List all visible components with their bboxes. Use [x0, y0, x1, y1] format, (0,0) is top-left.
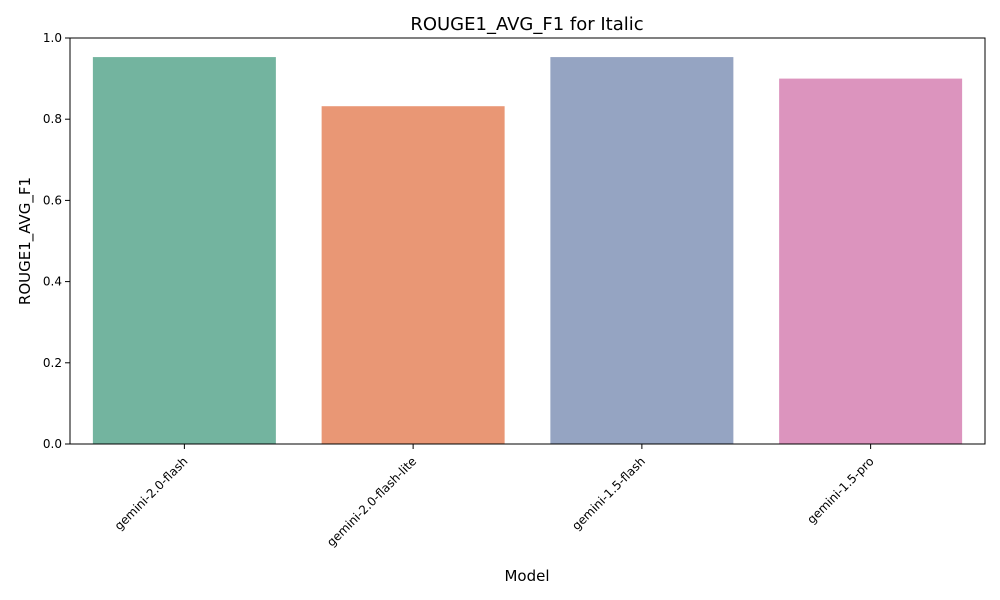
bar-gemini-1.5-pro — [779, 78, 963, 444]
y-tick-label: 1.0 — [43, 31, 62, 45]
bar-gemini-2.0-flash — [92, 57, 276, 444]
y-tick-label: 0.0 — [43, 437, 62, 451]
y-tick-label: 0.2 — [43, 356, 62, 370]
y-tick-label: 0.4 — [43, 275, 62, 289]
chart-title: ROUGE1_AVG_F1 for Italic — [410, 14, 643, 35]
x-axis: gemini-2.0-flash gemini-2.0-flash-lite gem… — [112, 444, 877, 549]
x-tick-label: gemini-1.5-pro — [804, 454, 876, 526]
x-tick-label: gemini-2.0-flash — [112, 454, 191, 533]
x-axis-label: Model — [504, 567, 549, 585]
y-axis: 0.0 0.2 0.4 0.6 0.8 1.0 — [43, 31, 70, 451]
bars-group — [92, 57, 963, 444]
y-tick-label: 0.8 — [43, 112, 62, 126]
x-tick-label: gemini-2.0-flash-lite — [324, 454, 419, 549]
plot-frame — [69, 37, 986, 445]
x-tick-label: gemini-1.5-flash — [569, 454, 648, 533]
y-tick-label: 0.6 — [43, 193, 62, 207]
bar-gemini-1.5-flash — [550, 57, 734, 444]
bar-gemini-2.0-flash-lite — [321, 106, 505, 444]
y-axis-label: ROUGE1_AVG_F1 — [16, 177, 35, 305]
